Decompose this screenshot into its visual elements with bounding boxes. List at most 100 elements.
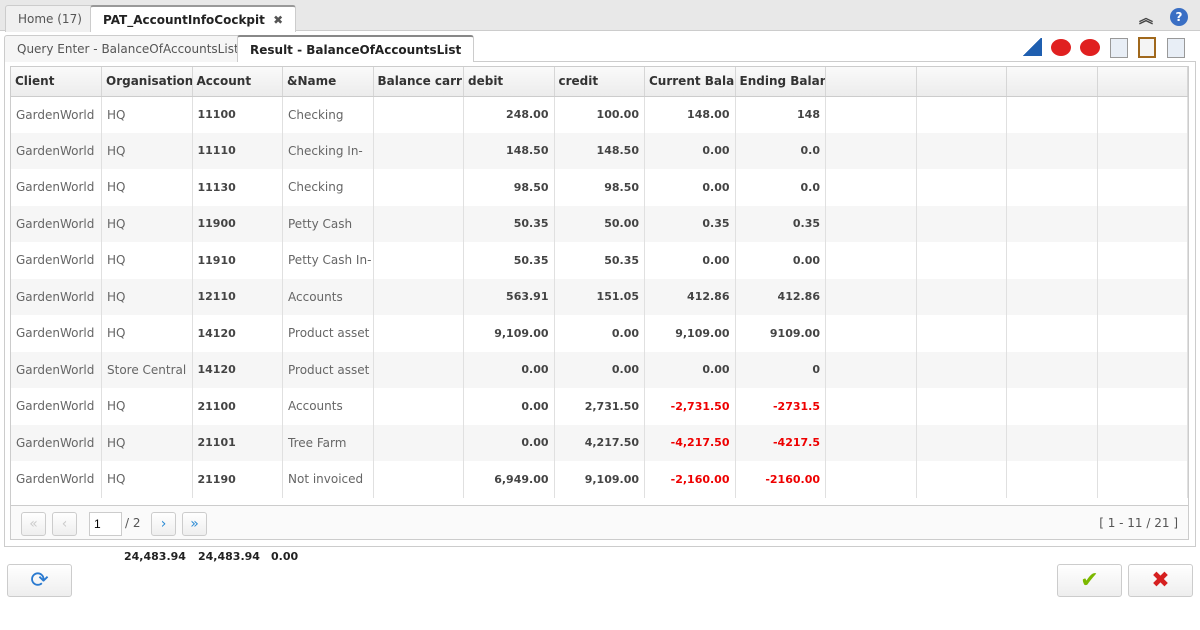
table-cell: 9,109.00 xyxy=(644,315,736,352)
table-cell: 563.91 xyxy=(463,278,555,315)
table-cell: 0.0 xyxy=(735,132,826,169)
table-cell: HQ xyxy=(101,424,193,461)
table-cell xyxy=(373,169,464,206)
table-cell xyxy=(1097,351,1188,388)
table-cell: 148 xyxy=(735,96,826,133)
table-row[interactable]: GardenWorld HQ 14120 Product asset 9,109.00 0… xyxy=(11,315,1188,352)
collapse-icon[interactable]: ︽ xyxy=(1139,11,1153,27)
table-cell: GardenWorld xyxy=(11,242,102,279)
column-header[interactable]: Account xyxy=(192,67,283,97)
table-cell xyxy=(1006,424,1098,461)
table-cell xyxy=(825,205,917,242)
table-cell: 148.50 xyxy=(554,132,645,169)
table-cell xyxy=(1006,205,1098,242)
table-cell xyxy=(1006,96,1098,133)
table-cell: 0.00 xyxy=(644,132,736,169)
table-cell: 412.86 xyxy=(644,278,736,315)
table-cell: HQ xyxy=(101,388,193,425)
tab-query-enter[interactable]: Query Enter - BalanceOfAccountsList xyxy=(4,35,252,62)
table-cell: 50.00 xyxy=(554,205,645,242)
column-header[interactable] xyxy=(916,67,1007,97)
table-cell xyxy=(1097,388,1188,425)
table-cell: 14120 xyxy=(192,315,283,352)
table-row[interactable]: GardenWorld HQ 21100 Accounts 0.00 2,731.50 -2… xyxy=(11,388,1188,425)
tab-label: Query Enter - BalanceOfAccountsList xyxy=(17,42,239,56)
tab-result[interactable]: Result - BalanceOfAccountsList xyxy=(237,35,475,62)
table-cell: Product asset xyxy=(282,315,374,352)
column-header[interactable]: &Name xyxy=(282,67,374,97)
table-cell: HQ xyxy=(101,315,193,352)
table-cell xyxy=(916,388,1007,425)
area-chart-icon[interactable] xyxy=(1022,38,1042,56)
table-row[interactable]: GardenWorld HQ 21190 Not invoiced 6,949.00 9,… xyxy=(11,461,1188,498)
table-cell xyxy=(825,169,917,206)
column-header[interactable]: Organisation xyxy=(101,67,193,97)
table-cell: -2160.00 xyxy=(735,461,826,498)
help-icon[interactable]: ? xyxy=(1170,8,1188,26)
ok-button[interactable]: ✔ xyxy=(1057,564,1122,597)
table-cell xyxy=(1006,278,1098,315)
page-range: [ 1 - 11 / 21 ] xyxy=(1099,516,1178,530)
table-row[interactable]: GardenWorld Store Central 14120 Product ass… xyxy=(11,351,1188,388)
page-input[interactable] xyxy=(89,512,122,536)
table-cell: 148.50 xyxy=(463,132,555,169)
table-cell xyxy=(373,205,464,242)
table-cell: 11100 xyxy=(192,96,283,133)
table-cell xyxy=(825,132,917,169)
clipboard-icon[interactable] xyxy=(1138,37,1156,58)
table-cell xyxy=(916,461,1007,498)
table-row[interactable]: GardenWorld HQ 12110 Accounts 563.91 151.05 41… xyxy=(11,278,1188,315)
close-icon[interactable]: ✖ xyxy=(273,13,284,27)
column-header[interactable] xyxy=(825,67,917,97)
refresh-button[interactable]: ⟳ xyxy=(7,564,72,597)
table-cell: 98.50 xyxy=(463,169,555,206)
column-header[interactable] xyxy=(1097,67,1188,97)
table-row[interactable]: GardenWorld HQ 11100 Checking 248.00 100.00 14… xyxy=(11,96,1188,133)
tab-account-info-cockpit[interactable]: PAT_AccountInfoCockpit ✖ xyxy=(90,5,297,32)
table-cell: Accounts xyxy=(282,388,374,425)
next-page-button[interactable]: › xyxy=(151,512,176,536)
table-cell: 248.00 xyxy=(463,96,555,133)
column-header[interactable]: Balance carried xyxy=(373,67,464,97)
table-cell xyxy=(916,169,1007,206)
table-cell: 11910 xyxy=(192,242,283,279)
column-header[interactable]: Current Balance xyxy=(644,67,736,97)
table-row[interactable]: GardenWorld HQ 11900 Petty Cash 50.35 50.00 0.… xyxy=(11,205,1188,242)
last-page-button[interactable]: » xyxy=(182,512,207,536)
window-tabbar: Home (17) PAT_AccountInfoCockpit ✖ ︽ ? xyxy=(0,0,1200,32)
table-row[interactable]: GardenWorld HQ 11130 Checking 98.50 98.50 0.00… xyxy=(11,169,1188,206)
table-cell xyxy=(1097,461,1188,498)
column-header[interactable]: credit xyxy=(554,67,645,97)
prev-page-button[interactable]: ‹ xyxy=(52,512,77,536)
tab-home[interactable]: Home (17) xyxy=(5,5,95,32)
column-header[interactable]: Ending Balance xyxy=(735,67,826,97)
table-cell xyxy=(1006,315,1098,352)
table-cell xyxy=(825,351,917,388)
table-cell: -4217.5 xyxy=(735,424,826,461)
table-cell: 14120 xyxy=(192,351,283,388)
table-row[interactable]: GardenWorld HQ 11910 Petty Cash In- 50.35 50.… xyxy=(11,242,1188,279)
table-cell: 21190 xyxy=(192,461,283,498)
table-cell: -2731.5 xyxy=(735,388,826,425)
table-row[interactable]: GardenWorld HQ 21101 Tree Farm 0.00 4,217.50-… xyxy=(11,424,1188,461)
export-icon[interactable] xyxy=(1167,38,1185,58)
table-cell xyxy=(1097,205,1188,242)
table-cell: 4,217.50 xyxy=(554,424,645,461)
first-page-button[interactable]: « xyxy=(21,512,46,536)
table-cell: GardenWorld xyxy=(11,205,102,242)
table-cell: 412.86 xyxy=(735,278,826,315)
export-image-icon[interactable] xyxy=(1110,38,1128,58)
pie-chart-icon[interactable] xyxy=(1051,39,1071,56)
table-cell: 50.35 xyxy=(463,205,555,242)
table-row[interactable]: GardenWorld HQ 11110 Checking In- 148.50 148.… xyxy=(11,132,1188,169)
table-cell xyxy=(825,242,917,279)
table-cell xyxy=(825,315,917,352)
column-header[interactable] xyxy=(1006,67,1098,97)
total-debit: 24,483.94 xyxy=(124,550,186,563)
total-balance: 0.00 xyxy=(271,550,299,563)
column-header[interactable]: debit xyxy=(463,67,555,97)
pie-chart-link-icon[interactable] xyxy=(1080,39,1100,56)
table-cell: Petty Cash In- xyxy=(282,242,374,279)
cancel-button[interactable]: ✖ xyxy=(1128,564,1193,597)
column-header[interactable]: Client xyxy=(11,67,102,97)
